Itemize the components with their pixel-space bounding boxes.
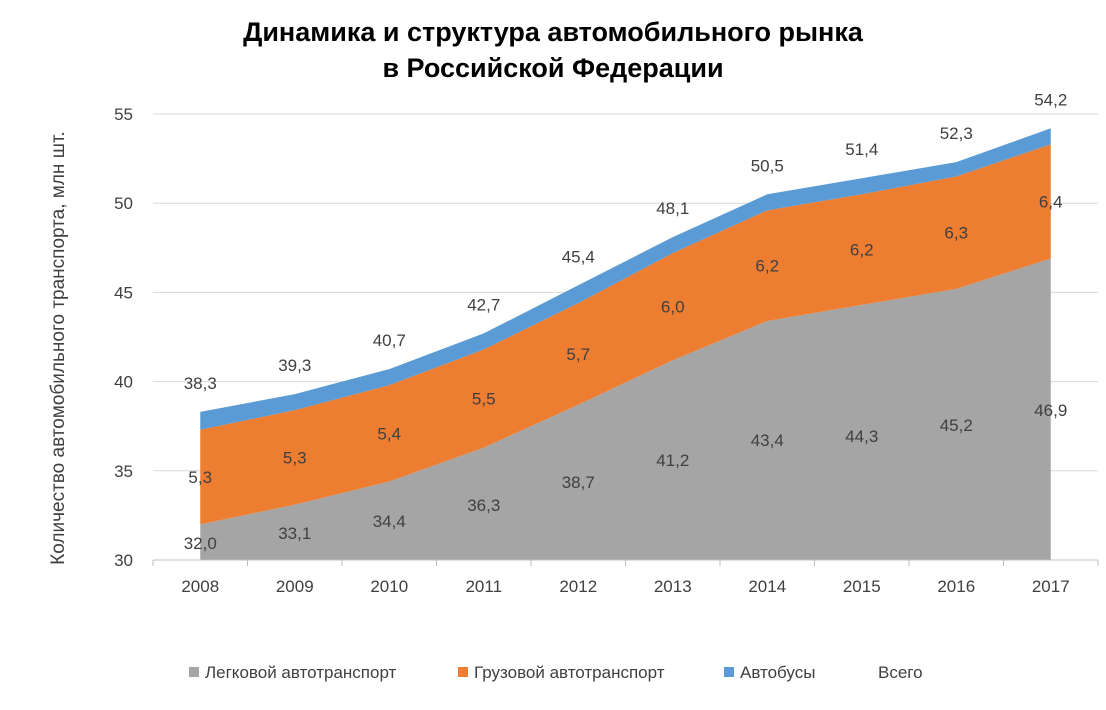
data-label-passenger: 38,7 <box>562 473 595 492</box>
data-label-total: 48,1 <box>656 199 689 218</box>
data-label-total: 40,7 <box>373 331 406 350</box>
data-label-passenger: 43,4 <box>751 431 784 450</box>
data-label-freight: 6,3 <box>944 224 968 243</box>
x-tick-label: 2013 <box>654 577 692 596</box>
legend-swatch <box>189 667 199 677</box>
x-tick-label: 2017 <box>1032 577 1070 596</box>
data-label-freight: 5,3 <box>188 468 212 487</box>
y-tick-label: 30 <box>114 551 133 570</box>
data-label-freight: 6,0 <box>661 298 685 317</box>
data-label-total: 54,2 <box>1034 90 1067 109</box>
data-label-freight: 6,2 <box>755 257 779 276</box>
x-tick-label: 2009 <box>276 577 314 596</box>
legend-swatch <box>724 667 734 677</box>
x-tick-label: 2012 <box>559 577 597 596</box>
legend-swatch <box>458 667 468 677</box>
chart-title-line2: в Российской Федерации <box>382 53 724 83</box>
data-label-freight: 5,3 <box>283 448 307 467</box>
data-label-passenger: 46,9 <box>1034 401 1067 420</box>
y-tick-label: 45 <box>114 283 133 302</box>
data-label-passenger: 33,1 <box>278 524 311 543</box>
data-label-freight: 6,2 <box>850 241 874 260</box>
data-label-freight: 5,4 <box>377 424 401 443</box>
data-label-freight: 5,7 <box>566 345 590 364</box>
data-label-freight: 6,4 <box>1039 192 1063 211</box>
data-label-passenger: 41,2 <box>656 451 689 470</box>
y-axis-title: Количество автомобильного транспорта, мл… <box>48 131 69 565</box>
legend-label: Грузовой автотранспорт <box>474 663 665 682</box>
legend-label: Автобусы <box>740 663 815 682</box>
x-tick-label: 2010 <box>370 577 408 596</box>
data-label-passenger: 45,2 <box>940 416 973 435</box>
data-label-freight: 5,5 <box>472 390 496 409</box>
chart-title-line1: Динамика и структура автомобильного рынк… <box>243 17 863 47</box>
x-tick-label: 2015 <box>843 577 881 596</box>
legend-label: Легковой автотранспорт <box>205 663 397 682</box>
legend-swatch <box>862 667 872 677</box>
y-tick-label: 55 <box>114 105 133 124</box>
y-tick-label: 50 <box>114 194 133 213</box>
chart-title: Динамика и структура автомобильного рынк… <box>0 14 1106 86</box>
x-tick-label: 2008 <box>181 577 219 596</box>
data-label-total: 45,4 <box>562 247 595 266</box>
area-freight <box>200 144 1051 525</box>
data-label-total: 51,4 <box>845 140 878 159</box>
y-tick-label: 35 <box>114 462 133 481</box>
data-label-total: 42,7 <box>467 295 500 314</box>
data-label-total: 38,3 <box>184 374 217 393</box>
legend-label: Всего <box>878 663 923 682</box>
x-tick-label: 2011 <box>465 577 502 596</box>
data-label-passenger: 34,4 <box>373 512 406 531</box>
data-label-passenger: 32,0 <box>184 534 217 553</box>
area-buses <box>200 128 1051 430</box>
area-passenger <box>200 258 1051 560</box>
data-label-total: 52,3 <box>940 124 973 143</box>
x-tick-label: 2014 <box>748 577 786 596</box>
y-tick-label: 40 <box>114 373 133 392</box>
data-label-total: 39,3 <box>278 356 311 375</box>
x-tick-label: 2016 <box>937 577 975 596</box>
data-label-passenger: 36,3 <box>467 496 500 515</box>
data-label-total: 50,5 <box>751 156 784 175</box>
data-label-passenger: 44,3 <box>845 427 878 446</box>
